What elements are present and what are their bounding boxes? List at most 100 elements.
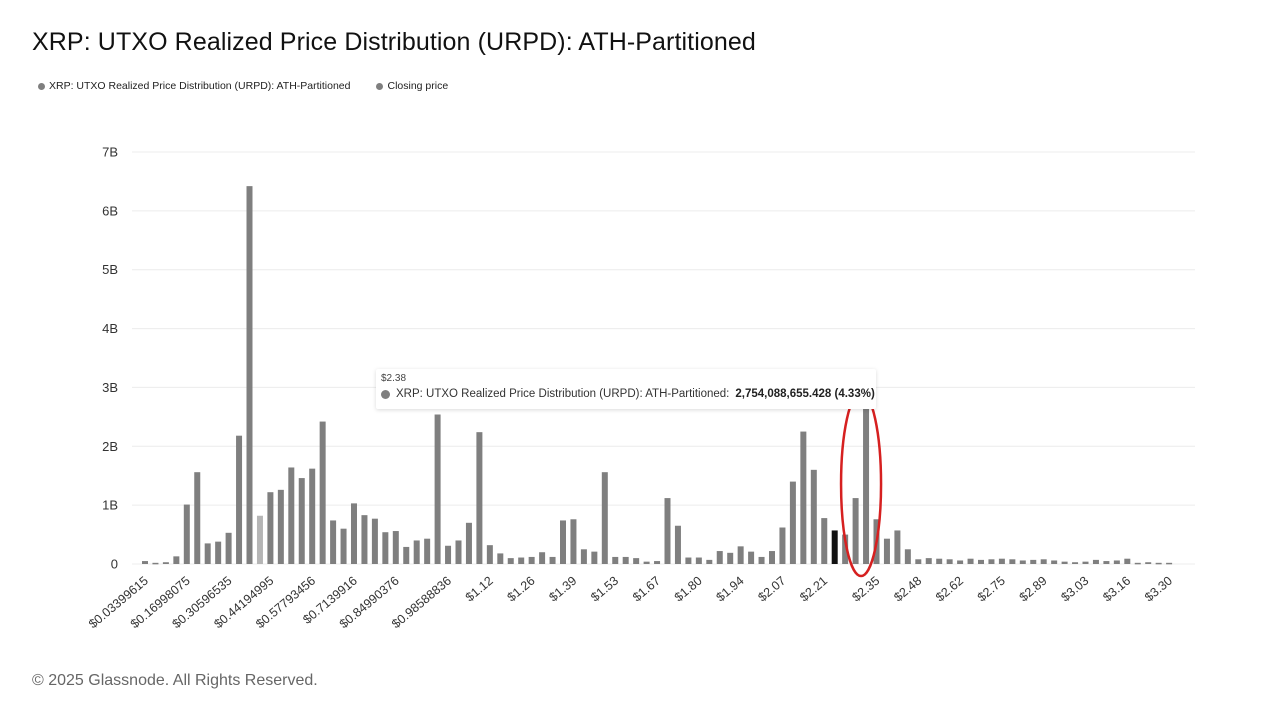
bar[interactable] bbox=[1082, 561, 1089, 564]
bar[interactable] bbox=[821, 518, 828, 564]
bar[interactable] bbox=[518, 557, 525, 564]
bar[interactable] bbox=[465, 522, 472, 564]
bar[interactable] bbox=[1051, 560, 1058, 564]
bar[interactable] bbox=[1019, 560, 1026, 564]
bar[interactable] bbox=[622, 556, 629, 564]
bar[interactable] bbox=[455, 540, 462, 564]
bar[interactable] bbox=[591, 551, 598, 564]
bar[interactable] bbox=[685, 557, 692, 564]
bar[interactable] bbox=[967, 558, 974, 564]
bar[interactable] bbox=[706, 559, 713, 564]
bar[interactable] bbox=[361, 515, 368, 564]
bar[interactable] bbox=[612, 556, 619, 564]
bar[interactable] bbox=[779, 527, 786, 564]
bar[interactable] bbox=[1072, 562, 1079, 564]
bar[interactable] bbox=[424, 538, 431, 564]
bar[interactable] bbox=[560, 520, 566, 564]
bar[interactable] bbox=[1124, 558, 1131, 564]
bar[interactable] bbox=[936, 558, 943, 564]
bar[interactable] bbox=[716, 551, 723, 564]
bar[interactable] bbox=[894, 530, 901, 564]
bar[interactable] bbox=[152, 562, 159, 565]
bar[interactable] bbox=[1134, 562, 1141, 565]
bar[interactable] bbox=[497, 553, 504, 564]
bar[interactable] bbox=[204, 543, 211, 564]
bar[interactable] bbox=[298, 478, 305, 564]
bar[interactable] bbox=[946, 559, 953, 564]
bar[interactable] bbox=[978, 559, 984, 564]
bar[interactable] bbox=[654, 561, 661, 564]
bar[interactable] bbox=[758, 556, 765, 564]
bar[interactable] bbox=[246, 186, 253, 564]
bar[interactable] bbox=[810, 469, 817, 564]
bar[interactable] bbox=[351, 503, 357, 564]
bar[interactable] bbox=[842, 534, 849, 564]
bar[interactable] bbox=[1061, 561, 1068, 564]
bar[interactable] bbox=[643, 561, 650, 564]
bar[interactable] bbox=[852, 498, 859, 564]
bar[interactable] bbox=[288, 467, 295, 564]
bar[interactable] bbox=[507, 558, 514, 564]
bar[interactable] bbox=[486, 545, 493, 564]
bar[interactable] bbox=[915, 559, 922, 564]
bar[interactable] bbox=[748, 551, 755, 564]
legend-item-closing-price[interactable]: Closing price bbox=[376, 80, 448, 92]
bar[interactable] bbox=[340, 528, 347, 564]
bar[interactable] bbox=[413, 540, 420, 564]
bar[interactable] bbox=[633, 558, 640, 564]
bar[interactable] bbox=[183, 504, 190, 564]
bar[interactable] bbox=[664, 498, 671, 564]
bar[interactable] bbox=[215, 541, 222, 564]
bar[interactable] bbox=[309, 468, 316, 564]
bar[interactable] bbox=[674, 525, 681, 564]
bar[interactable] bbox=[319, 421, 326, 564]
bar[interactable] bbox=[1103, 561, 1110, 564]
bar[interactable] bbox=[1155, 562, 1162, 565]
bar[interactable] bbox=[445, 545, 452, 564]
bar[interactable] bbox=[173, 556, 180, 564]
bar[interactable] bbox=[957, 560, 964, 564]
bar[interactable] bbox=[277, 489, 284, 564]
bar[interactable] bbox=[1040, 559, 1047, 564]
bar[interactable] bbox=[925, 558, 932, 564]
bar[interactable] bbox=[434, 414, 441, 564]
bar[interactable] bbox=[737, 546, 744, 564]
bar[interactable] bbox=[539, 552, 546, 564]
bar[interactable] bbox=[800, 431, 807, 564]
bar[interactable] bbox=[789, 481, 796, 564]
bar[interactable] bbox=[883, 538, 890, 564]
bar[interactable] bbox=[403, 546, 410, 564]
legend-item-urpd[interactable]: XRP: UTXO Realized Price Distribution (U… bbox=[38, 80, 350, 92]
bar[interactable] bbox=[769, 551, 775, 564]
bar[interactable] bbox=[998, 558, 1005, 564]
bar[interactable] bbox=[549, 556, 556, 564]
bar[interactable] bbox=[392, 531, 399, 564]
bar[interactable] bbox=[256, 515, 263, 564]
bar[interactable] bbox=[476, 432, 483, 564]
bar[interactable] bbox=[580, 549, 587, 564]
bar[interactable] bbox=[904, 549, 911, 564]
bar[interactable] bbox=[988, 559, 995, 564]
bar[interactable] bbox=[1145, 562, 1152, 564]
bar[interactable] bbox=[1009, 559, 1016, 564]
bar[interactable] bbox=[371, 518, 378, 564]
bar[interactable] bbox=[142, 561, 148, 564]
bar[interactable] bbox=[225, 532, 232, 564]
bar[interactable] bbox=[1166, 562, 1173, 565]
bar[interactable] bbox=[162, 562, 169, 564]
bar[interactable] bbox=[601, 472, 608, 564]
bar[interactable] bbox=[1030, 559, 1037, 564]
bar[interactable] bbox=[831, 530, 838, 564]
bar[interactable] bbox=[236, 435, 243, 564]
bar[interactable] bbox=[382, 532, 389, 564]
bar[interactable] bbox=[570, 519, 577, 564]
bar[interactable] bbox=[1092, 559, 1099, 564]
bar[interactable] bbox=[1113, 560, 1120, 564]
bar[interactable] bbox=[194, 472, 201, 564]
bar[interactable] bbox=[528, 556, 535, 564]
bar[interactable] bbox=[695, 557, 702, 564]
bar[interactable] bbox=[863, 401, 870, 564]
bar[interactable] bbox=[267, 492, 274, 564]
bar[interactable] bbox=[727, 552, 734, 564]
bar[interactable] bbox=[330, 520, 337, 564]
